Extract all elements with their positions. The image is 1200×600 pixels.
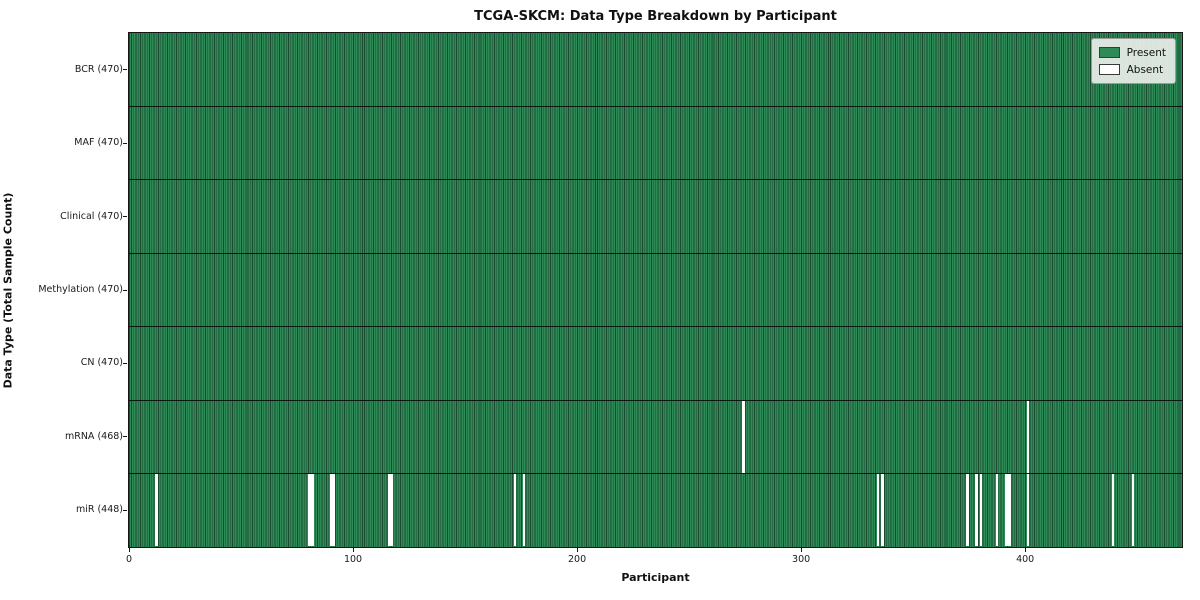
absent-mark-miR-176 (522, 474, 526, 546)
y-tick-mark (123, 289, 127, 291)
x-axis-label: Participant (621, 571, 690, 584)
absent-mark-miR-82 (312, 474, 315, 546)
chart-title: TCGA-SKCM: Data Type Breakdown by Partic… (474, 9, 837, 24)
x-tick-mark (800, 547, 802, 552)
y-tick-mark (123, 436, 127, 438)
x-tick-mark (128, 547, 130, 552)
absent-mark-miR-116 (388, 474, 391, 546)
x-tick-mark (1024, 547, 1026, 552)
y-tick-mark (123, 509, 127, 511)
legend-label: Present (1126, 46, 1166, 59)
y-tick-label-CN: CN (470) (80, 357, 123, 369)
absent-mark-miR-90 (330, 474, 333, 546)
absent-mark-miR-448 (1132, 474, 1135, 546)
absent-mark-miR-12 (155, 474, 158, 546)
x-tick-mark (576, 547, 578, 552)
row-separator (128, 179, 1182, 181)
absent-mark-miR-378 (975, 474, 978, 546)
absent-mark-miR-334 (876, 474, 880, 546)
absent-mark-miR-336 (881, 474, 884, 546)
y-tick-label-MAF: MAF (470) (74, 137, 123, 149)
y-tick-label-Clinical: Clinical (470) (60, 210, 123, 222)
absent-mark-miR-387 (995, 474, 998, 546)
legend-swatch-icon (1098, 47, 1120, 58)
legend-label: Absent (1126, 63, 1164, 76)
legend-entry-present: Present (1098, 44, 1166, 61)
absent-mark-miR-393 (1008, 474, 1012, 546)
absent-mark-miR-117 (390, 474, 393, 546)
legend-entry-absent: Absent (1098, 61, 1166, 78)
absent-mark-miR-380 (979, 474, 983, 546)
absent-mark-miR-374 (966, 474, 969, 546)
y-tick-mark (123, 362, 127, 364)
x-tick-label-400: 400 (1016, 554, 1035, 565)
plot-area (127, 31, 1183, 548)
y-tick-mark (123, 216, 127, 218)
y-tick-mark (123, 69, 127, 71)
absent-mark-miR-401 (1026, 474, 1030, 546)
row-separator (128, 326, 1182, 328)
x-tick-label-200: 200 (568, 554, 587, 565)
absent-mark-miR-439 (1112, 474, 1115, 546)
absent-mark-miR-81 (309, 474, 313, 546)
x-tick-label-300: 300 (792, 554, 811, 565)
row-separator (128, 105, 1182, 107)
absent-mark-miR-91 (332, 474, 335, 546)
absent-mark-miR-172 (513, 474, 517, 546)
absent-mark-miR-80 (307, 474, 310, 546)
y-tick-label-mRNA: mRNA (468) (64, 430, 123, 442)
x-tick-label-0: 0 (125, 554, 133, 565)
absent-mark-mRNA-274 (742, 400, 745, 473)
y-tick-label-Methylation: Methylation (470) (38, 284, 123, 295)
absent-mark-miR-391 (1004, 474, 1007, 546)
legend-swatch-icon (1098, 64, 1120, 75)
legend: Present Absent (1090, 38, 1176, 84)
row-separator (128, 252, 1182, 254)
x-tick-label-100: 100 (343, 554, 363, 565)
x-tick-mark (352, 547, 354, 552)
absent-mark-miR-392 (1006, 474, 1009, 546)
y-tick-label-BCR: BCR (470) (74, 63, 123, 75)
y-tick-mark (123, 142, 127, 144)
row-separator (128, 399, 1182, 401)
row-separator (128, 473, 1182, 475)
y-tick-label-miR: miR (448) (75, 504, 123, 516)
absent-mark-mRNA-401 (1026, 400, 1030, 473)
